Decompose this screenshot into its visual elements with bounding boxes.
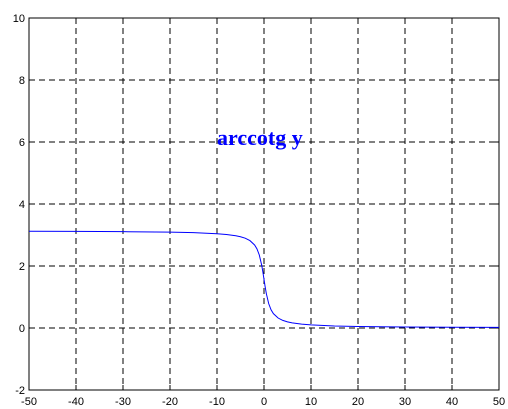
y-tick-label: 8 <box>19 75 25 87</box>
x-tick-label: 50 <box>493 396 505 408</box>
y-tick-label: 6 <box>19 137 25 149</box>
series-group <box>28 230 500 328</box>
y-tick-label: 10 <box>13 13 25 25</box>
x-tick-label: 10 <box>305 396 317 408</box>
y-tick-label: 2 <box>19 261 25 273</box>
x-tick-label: -10 <box>209 396 225 408</box>
x-tick-label: -40 <box>68 396 84 408</box>
x-tick-label: -30 <box>115 396 131 408</box>
annotation-label: arccotg y <box>217 125 303 150</box>
y-tick-label: 4 <box>19 199 25 211</box>
x-tick-label: 20 <box>352 396 364 408</box>
grid <box>29 18 499 390</box>
y-tick-label: 0 <box>19 323 25 335</box>
y-tick-label: -2 <box>15 385 25 397</box>
x-tick-label: 0 <box>261 396 267 408</box>
x-tick-label: -50 <box>21 396 37 408</box>
x-tick-label: 30 <box>399 396 411 408</box>
x-tick-label: -20 <box>162 396 178 408</box>
x-tick-label: 40 <box>446 396 458 408</box>
series-line <box>28 230 500 328</box>
